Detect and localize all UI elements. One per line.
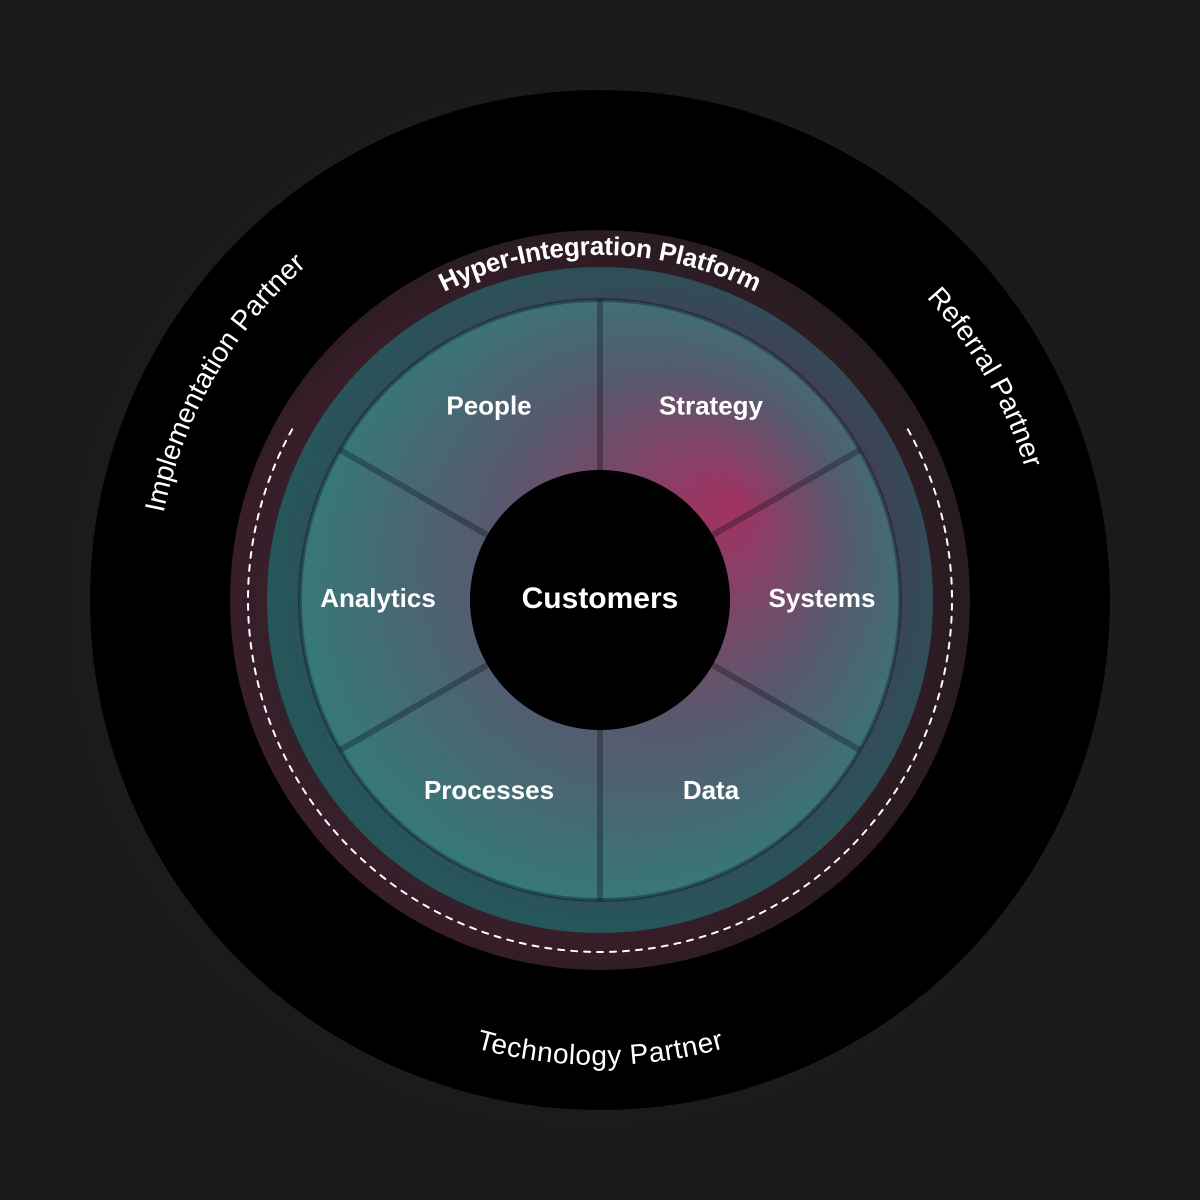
- center-label: Customers: [522, 582, 679, 615]
- radial-diagram: Implementation PartnerReferral PartnerTe…: [0, 0, 1200, 1200]
- segment-label: Data: [683, 775, 740, 805]
- segment-label: People: [446, 391, 531, 421]
- segment-label: Strategy: [659, 391, 764, 421]
- segment-label: Processes: [424, 775, 554, 805]
- diagram-svg: Implementation PartnerReferral PartnerTe…: [0, 0, 1200, 1200]
- segment-label: Analytics: [320, 583, 436, 613]
- segment-label: Systems: [769, 583, 876, 613]
